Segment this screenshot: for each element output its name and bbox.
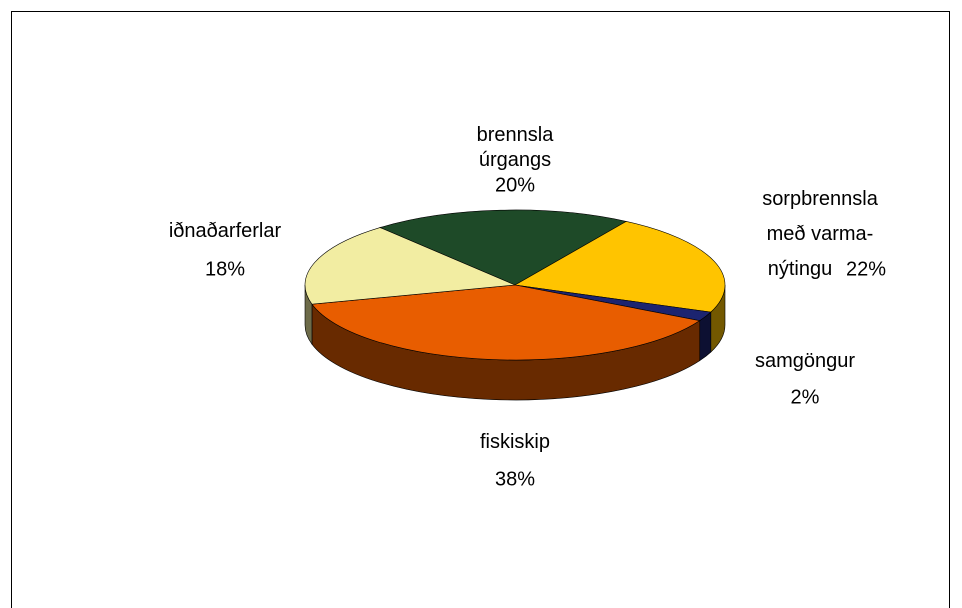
slice xyxy=(304,227,516,305)
label-line: úrgangs xyxy=(479,149,551,171)
label-line: nýtingu xyxy=(768,258,833,280)
data-label-name: brennsla úrgangs xyxy=(477,124,555,171)
slice xyxy=(514,221,726,313)
label-line: iðnaðarferlar xyxy=(169,220,282,242)
slice xyxy=(379,209,628,286)
label-line: með varma- xyxy=(767,223,874,245)
data-label-name: iðnaðarferlar xyxy=(169,220,282,242)
data-label-value: 22% xyxy=(846,258,886,280)
data-label-name: sorpbrennsla með varma-nýtingu xyxy=(762,188,879,280)
slice xyxy=(311,284,701,361)
label-line: fiskiskip xyxy=(480,431,550,453)
label-line: samgöngur xyxy=(755,350,855,372)
data-label-value: 20% xyxy=(495,174,535,196)
data-label-value: 18% xyxy=(205,258,245,280)
data-label-name: samgöngur xyxy=(755,350,855,372)
data-label-value: 38% xyxy=(495,468,535,490)
data-label-value: 2% xyxy=(791,386,820,408)
data-label-name: fiskiskip xyxy=(480,431,550,453)
label-line: sorpbrennsla xyxy=(762,188,879,210)
label-line: brennsla xyxy=(477,124,555,146)
